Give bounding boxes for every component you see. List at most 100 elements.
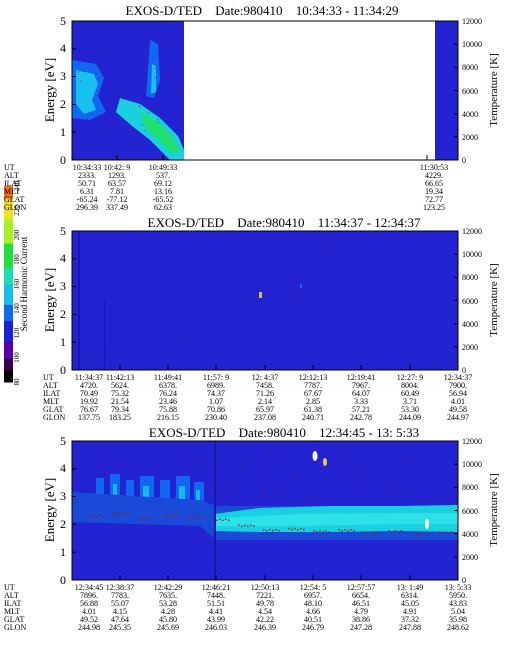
panel-1-col-1-alt: 1293.	[108, 171, 126, 180]
panel-1-cyan-enhancement	[76, 70, 98, 114]
panel-1-col-2-alt: 537.	[156, 171, 170, 180]
panel-2-ytick-1: 1	[60, 335, 76, 349]
panel-2-col-5-glat: 61.38	[304, 405, 322, 414]
panel-3-column-0: 12:34:45 7896. 56.88 4.01 49.52 244.98	[75, 583, 103, 632]
panel-3-column-6: 12:57:57 6654. 46.51 4.79 38.86 247.28	[347, 583, 375, 632]
panel-2-spot	[259, 292, 262, 298]
temperature-dot	[404, 494, 406, 496]
panel-3-col-7-ut: 13: 1:49	[397, 583, 423, 592]
temperature-dot	[123, 496, 124, 498]
colorbar-segment	[4, 312, 13, 318]
colorbar-segment	[4, 361, 13, 367]
panel-2-col-3-ut: 11:57: 9	[203, 373, 229, 382]
panel-3-info-table: UT ALT ILAT MLT GLAT GLON 12:34:45 7896.…	[4, 583, 471, 632]
panel-1-title-prefix: EXOS-D/TED	[126, 3, 203, 18]
temperature-point	[143, 517, 146, 519]
panel-1-ytick-4: 4	[60, 41, 76, 55]
panel-2-col-6-glat: 57.21	[352, 405, 370, 414]
panel-2-title: EXOS-D/TED Date:980410 11:34:37 - 12:34:…	[148, 215, 421, 230]
panel-3-column-4: 12:50:13 7221. 49.78 4.54 42.22 246.39	[251, 583, 279, 632]
temperature-dot	[78, 71, 80, 73]
panel-3-col-3-glon: 246.03	[205, 623, 227, 632]
temperature-point	[338, 529, 340, 531]
panel-2-col-2-glon: 216.15	[157, 413, 179, 422]
panel-2-column-8: 12:34:37 7900. 56.94 4.01 49.58 244.97	[444, 373, 472, 422]
colorbar-segment	[4, 349, 13, 354]
temperature-dot	[364, 495, 366, 497]
svg-text:3: 3	[60, 69, 66, 83]
colorbar-segment	[4, 259, 13, 265]
svg-text:2000: 2000	[462, 133, 478, 142]
colorbar-segment	[4, 328, 13, 334]
temperature-point	[99, 515, 102, 517]
svg-text:1: 1	[60, 545, 66, 559]
panel-2-col-1-mlt: 21.54	[111, 397, 129, 406]
panel-1-ytick-2: 2	[60, 97, 76, 111]
panel-1-row-label-glat: GLAT	[4, 195, 25, 204]
temperature-point	[96, 516, 99, 518]
panel-1: EXOS-D/TED Date:980410 10:34:33 - 11:34:…	[4, 3, 500, 212]
colorbar-segment	[4, 226, 13, 232]
panel-2-col-3-glon: 230.40	[205, 413, 227, 422]
svg-text:2000: 2000	[462, 553, 478, 562]
temperature-dot	[412, 462, 414, 463]
temperature-point	[165, 515, 168, 517]
panel-1-green-core	[140, 112, 180, 154]
temperature-point	[313, 530, 315, 532]
temperature-dot	[274, 492, 276, 494]
panel-3-row-label-alt: ALT	[4, 591, 19, 600]
temperature-dot	[359, 483, 361, 485]
temperature-point	[341, 530, 343, 532]
temperature-dot	[118, 57, 120, 59]
panel-3-column-2: 12:42:29 7635. 53.28 4.28 45.80 245.69	[154, 583, 182, 632]
temperature-point	[247, 525, 249, 527]
panel-1-col-3-ut: 11:30:53	[420, 163, 448, 172]
temperature-dot	[77, 451, 79, 453]
temperature-point	[199, 516, 202, 518]
temperature-point	[303, 528, 305, 531]
panel-3-col-2-mlt: 4.28	[161, 607, 175, 616]
panel-3-row-label-mlt: MLT	[4, 607, 20, 616]
panel-2-col-7-alt: 8004.	[401, 381, 419, 390]
temperature-dot	[112, 122, 114, 124]
temperature-point	[193, 516, 196, 518]
panel-2-col-2-glat: 75.88	[159, 405, 177, 414]
temperature-point	[250, 524, 252, 526]
colorbar-segment	[4, 235, 13, 240]
panel-2-data-field	[72, 231, 458, 370]
temperature-dot	[227, 481, 229, 483]
temperature-point	[363, 531, 365, 533]
panel-2-spot-2	[300, 284, 302, 288]
svg-text:8000: 8000	[462, 63, 478, 72]
svg-text:0: 0	[462, 576, 466, 585]
panel-2-column-4: 12: 4:37 7458. 71.26 2.14 65.97 237.08	[252, 373, 278, 422]
panel-1-col-2-ut: 10:49:33	[149, 163, 177, 172]
svg-text:1: 1	[60, 335, 66, 349]
panel-1-col-3-alt: 4229.	[425, 171, 443, 180]
panel-1-col-1-glat: -77.12	[107, 195, 128, 204]
temperature-dot	[168, 48, 170, 50]
temperature-dot	[138, 105, 140, 107]
panel-2-column-5: 12:12:13 7787. 67.67 2.85 61.38 240.71	[299, 373, 327, 422]
temperature-point	[127, 513, 130, 516]
panel-3-rtick-8000: 8000	[454, 483, 478, 492]
temperature-point	[438, 531, 440, 533]
colorbar-segment	[4, 377, 13, 383]
svg-text:2: 2	[60, 97, 66, 111]
panel-3-time-range: 12:34:45 - 13: 5:33	[319, 425, 419, 440]
panel-2-col-7-mlt: 3.71	[403, 397, 417, 406]
temperature-point	[146, 518, 149, 520]
panel-2-col-5-mlt: 2.85	[306, 397, 320, 406]
temperature-dot	[140, 494, 142, 496]
panel-2-col-8-ut: 12:34:37	[444, 373, 472, 382]
colorbar-segment	[4, 194, 13, 199]
temperature-dot	[95, 72, 97, 74]
panel-2-col-8-mlt: 4.01	[451, 397, 465, 406]
temperature-dot	[137, 43, 138, 45]
panel-3-col-6-glon: 247.28	[350, 623, 372, 632]
colorbar-segment	[4, 373, 13, 379]
temperature-dot	[129, 128, 131, 130]
colorbar-segment	[4, 369, 13, 375]
panel-2-col-0-ut: 11:34:37	[75, 373, 103, 382]
temperature-dot	[307, 469, 309, 471]
